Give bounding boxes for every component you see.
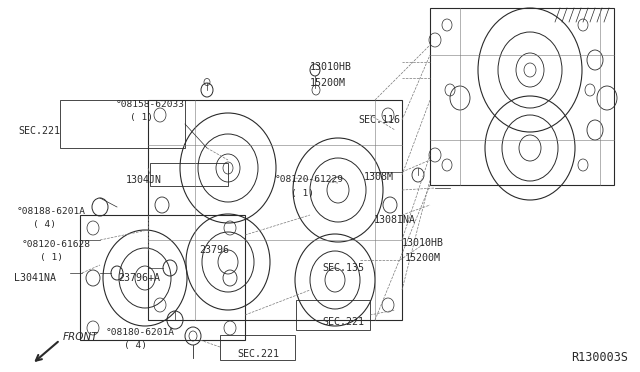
Text: 1304JN: 1304JN xyxy=(126,175,162,185)
Text: 23796: 23796 xyxy=(199,245,229,255)
Text: ( 1): ( 1) xyxy=(40,253,63,262)
Text: 1308INA: 1308INA xyxy=(374,215,416,225)
Text: °08180-6201A: °08180-6201A xyxy=(106,328,175,337)
Text: 13010HB: 13010HB xyxy=(402,238,444,248)
Text: SEC.221: SEC.221 xyxy=(237,349,279,359)
Text: L3041NA: L3041NA xyxy=(14,273,56,283)
Text: ( 1): ( 1) xyxy=(291,189,314,198)
Text: SEC.116: SEC.116 xyxy=(358,115,400,125)
Text: 13010HB: 13010HB xyxy=(310,62,352,72)
Text: 15200M: 15200M xyxy=(310,78,346,88)
Text: °08120-61229: °08120-61229 xyxy=(275,175,344,184)
Text: °08158-62033: °08158-62033 xyxy=(116,100,185,109)
Text: °08120-61628: °08120-61628 xyxy=(22,240,91,249)
Text: FRONT: FRONT xyxy=(63,332,99,342)
Text: SEC.135: SEC.135 xyxy=(322,263,364,273)
Text: R130003S: R130003S xyxy=(571,351,628,364)
Text: 23796+A: 23796+A xyxy=(118,273,160,283)
Text: 15200M: 15200M xyxy=(405,253,441,263)
Text: SEC.221: SEC.221 xyxy=(322,317,364,327)
Text: SEC.221: SEC.221 xyxy=(18,126,60,136)
Text: ( 4): ( 4) xyxy=(33,220,56,229)
Text: 1308M: 1308M xyxy=(364,172,394,182)
Text: °08188-6201A: °08188-6201A xyxy=(17,207,86,216)
Text: ( 1): ( 1) xyxy=(130,113,153,122)
Text: ( 4): ( 4) xyxy=(124,341,147,350)
